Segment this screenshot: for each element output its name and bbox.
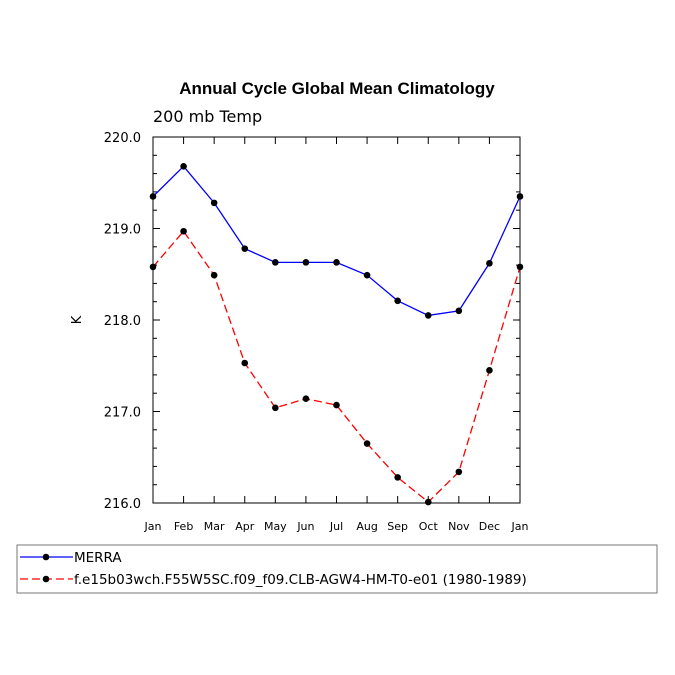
x-tick-label: Aug [356, 520, 377, 533]
legend-marker-2 [42, 575, 50, 583]
chart-title: Annual Cycle Global Mean Climatology [179, 79, 495, 98]
x-tick-label: Apr [235, 520, 255, 533]
series-2-point [455, 468, 463, 476]
x-tick-label: Dec [479, 520, 500, 533]
y-tick-label: 216.0 [104, 497, 141, 512]
x-tick-label: Jan [144, 520, 162, 533]
series-1-point [394, 297, 401, 305]
y-tick-label: 217.0 [104, 406, 141, 421]
x-tick-label: Jun [296, 520, 314, 533]
series-1-point [333, 259, 340, 266]
series-2-point [486, 367, 493, 374]
series-2-point [302, 395, 310, 402]
series-1-point [424, 312, 432, 319]
series-2-point [272, 404, 279, 412]
series-1-point [302, 259, 310, 266]
series-2-point [424, 498, 432, 506]
x-tick-label: Jul [329, 520, 343, 533]
series-2-point [149, 263, 157, 271]
plot-frame [152, 136, 521, 504]
series-1-point [486, 259, 493, 267]
series-2-point [241, 359, 249, 367]
series-1-point [455, 307, 463, 315]
series-2-point [333, 401, 340, 409]
y-tick-label: 220.0 [104, 131, 141, 146]
series-2-point [210, 271, 218, 279]
series-line-1 [152, 165, 521, 317]
series-2-point [180, 227, 187, 235]
legend-box [16, 544, 658, 594]
legend-label-2: f.e15b03wch.F55W5SC.f09_f09.CLB-AGW4-HM-… [74, 572, 527, 588]
series-1-point [363, 271, 371, 279]
legend-marker-1 [42, 553, 50, 561]
series-1-point [180, 162, 187, 170]
x-tick-label: Mar [204, 520, 225, 533]
x-tick-label: Oct [419, 520, 439, 533]
y-tick-label: 219.0 [104, 223, 141, 238]
x-tick-label: Jan [511, 520, 529, 533]
x-tick-label: Nov [448, 520, 470, 533]
series-1-point [149, 193, 157, 200]
series-line-2 [152, 230, 521, 503]
x-tick-label: May [264, 520, 287, 533]
series-2-point [363, 440, 371, 447]
series-1-point [516, 193, 524, 200]
series-1-point [210, 199, 218, 207]
x-tick-label: Sep [387, 520, 408, 533]
series-2-point [516, 263, 524, 271]
y-axis-label: K [70, 315, 85, 324]
y-tick-label: 218.0 [104, 314, 141, 329]
x-tick-label: Feb [174, 520, 193, 533]
legend-label-1: MERRA [74, 550, 122, 566]
series-2-point [394, 474, 401, 481]
series-1-point [272, 259, 279, 266]
chart-subtitle: 200 mb Temp [153, 107, 262, 126]
series-1-point [241, 245, 249, 252]
